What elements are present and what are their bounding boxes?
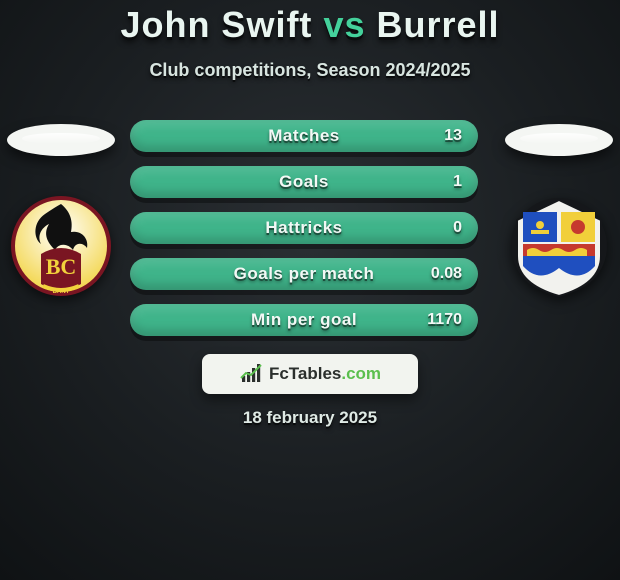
- stat-value: 0.08: [431, 258, 462, 290]
- comparison-subtitle: Club competitions, Season 2024/2025: [0, 60, 620, 81]
- stat-value: 1170: [427, 304, 462, 336]
- stat-row-goals: Goals 1: [130, 166, 478, 198]
- vs-label: vs: [323, 4, 365, 45]
- stat-label: Goals: [130, 166, 478, 198]
- player-right-club-crest: [509, 192, 609, 300]
- player-left-panel: BC BANT: [6, 124, 116, 300]
- stat-row-hattricks: Hattricks 0: [130, 212, 478, 244]
- source-badge-text: FcTables.com: [269, 364, 381, 384]
- stat-value: 13: [444, 120, 462, 152]
- brand-right: Tables: [289, 364, 342, 383]
- svg-text:BC: BC: [46, 254, 77, 279]
- svg-text:BANT: BANT: [53, 289, 70, 295]
- bar-chart-icon: [239, 362, 263, 386]
- stat-row-min-per-goal: Min per goal 1170: [130, 304, 478, 336]
- stat-label: Min per goal: [130, 304, 478, 336]
- player-left-name: John Swift: [120, 4, 312, 45]
- player-right-name: Burrell: [377, 4, 500, 45]
- stats-table: Matches 13 Goals 1 Hattricks 0 Goals per…: [130, 120, 478, 336]
- stat-label: Matches: [130, 120, 478, 152]
- brand-suffix: .com: [341, 364, 381, 383]
- stat-value: 1: [453, 166, 462, 198]
- stat-row-matches: Matches 13: [130, 120, 478, 152]
- player-right-avatar: [505, 124, 613, 156]
- player-left-avatar: [7, 124, 115, 156]
- brand-left: Fc: [269, 364, 289, 383]
- stat-value: 0: [453, 212, 462, 244]
- stat-label: Goals per match: [130, 258, 478, 290]
- player-left-club-crest: BC BANT: [11, 192, 111, 300]
- comparison-title: John Swift vs Burrell: [0, 0, 620, 46]
- player-right-panel: [504, 124, 614, 300]
- footer-date: 18 february 2025: [0, 408, 620, 428]
- stat-label: Hattricks: [130, 212, 478, 244]
- source-badge: FcTables.com: [202, 354, 418, 394]
- stat-row-goals-per-match: Goals per match 0.08: [130, 258, 478, 290]
